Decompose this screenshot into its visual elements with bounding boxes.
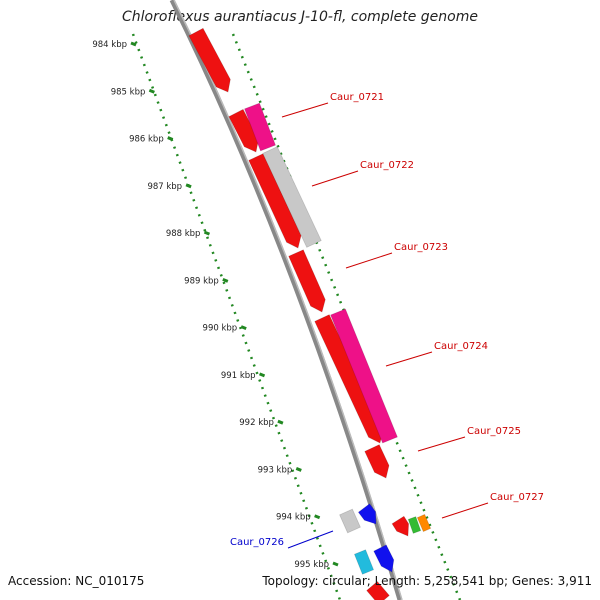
gene-arrow[interactable] — [288, 249, 326, 313]
gene-label-caur-0726[interactable]: Caur_0726 — [230, 537, 284, 548]
scale-major-tick — [185, 183, 192, 189]
map-title: Chloroflexus aurantiacus J-10-fl, comple… — [122, 9, 478, 25]
scale-tick-label: 984 kbp — [92, 40, 127, 50]
tick-labels: 984 kbp 985 kbp 986 kbp 987 kbp 988 kbp 989 k… — [92, 40, 329, 570]
callout-line — [385, 351, 433, 367]
gene-label-caur-0723[interactable]: Caur_0723 — [394, 242, 448, 253]
accession-text: Accession: NC_010175 — [8, 574, 145, 588]
gene-arrow[interactable] — [248, 153, 302, 249]
scale-major-tick — [277, 419, 284, 425]
gene-label-caur-0721[interactable]: Caur_0721 — [330, 92, 384, 103]
scale-tick-label: 994 kbp — [276, 513, 311, 523]
callout-line — [441, 502, 489, 519]
gene-arrow[interactable] — [364, 444, 390, 479]
scale-major-tick — [203, 230, 211, 236]
scale-tick-label: 995 kbp — [294, 560, 329, 570]
gene-arrow[interactable] — [244, 102, 276, 152]
scale-major-tick — [258, 372, 266, 378]
scale-tick-label: 993 kbp — [258, 465, 293, 475]
callout-line — [287, 530, 334, 549]
gene-arrow[interactable] — [357, 503, 377, 525]
callout-line — [345, 252, 393, 269]
scale-tick-label: 986 kbp — [129, 135, 164, 145]
scale-major-tick — [167, 136, 174, 141]
callout-line — [281, 102, 329, 118]
backbone-highlight — [173, 0, 403, 600]
gene-arrow[interactable] — [188, 27, 231, 93]
backbone-line — [169, 0, 403, 600]
scale-tick-label: 991 kbp — [221, 371, 256, 381]
gene-callouts: Caur_0721 Caur_0722 Caur_0723 Caur_0724 Caur… — [230, 92, 544, 549]
gene-label-caur-0724[interactable]: Caur_0724 — [434, 341, 488, 352]
scale-tick-label: 989 kbp — [184, 276, 219, 286]
gene-arrow[interactable] — [407, 516, 422, 534]
gene-arrow[interactable] — [373, 544, 395, 573]
gene-arrow[interactable] — [391, 515, 410, 537]
scale-major-tick — [148, 88, 155, 94]
callout-line — [311, 170, 359, 187]
scale-tick-label: 985 kbp — [111, 87, 146, 97]
gene-label-caur-0727[interactable]: Caur_0727 — [490, 492, 544, 503]
gene-arrow[interactable] — [353, 549, 375, 575]
scale-tick-label: 987 kbp — [147, 182, 182, 192]
gene-arrow[interactable] — [416, 513, 432, 533]
scale-tick-label: 988 kbp — [166, 229, 201, 239]
scale-tick-label: 990 kbp — [203, 324, 238, 334]
scale-major-tick — [130, 41, 137, 47]
gene-arrow[interactable] — [330, 308, 398, 444]
scale-major-tick — [222, 277, 229, 283]
scale-major-tick — [314, 514, 321, 520]
scale-major-tick — [295, 467, 302, 472]
gene-label-caur-0722[interactable]: Caur_0722 — [360, 160, 414, 171]
gene-arrow[interactable] — [339, 508, 361, 534]
scale-tick-label: 992 kbp — [239, 418, 274, 428]
gene-arrow[interactable] — [262, 146, 322, 248]
scale-major-tick — [240, 325, 247, 331]
backbone — [169, 0, 403, 600]
gene-arrows — [188, 27, 432, 600]
scale-major-tick — [332, 561, 339, 567]
topology-text: Topology: circular; Length: 5,258,541 bp… — [262, 574, 592, 588]
gene-arrow[interactable] — [228, 108, 259, 153]
callout-line — [417, 436, 466, 452]
gene-label-caur-0725[interactable]: Caur_0725 — [467, 426, 521, 437]
